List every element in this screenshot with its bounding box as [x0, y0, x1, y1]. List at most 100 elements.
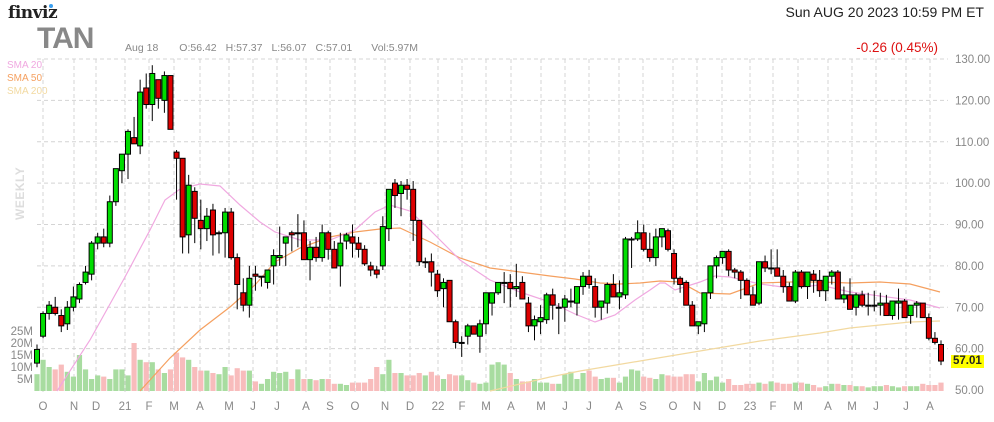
volume-bar	[792, 382, 798, 391]
volume-bar	[410, 375, 416, 391]
volume-bar	[307, 379, 313, 391]
candle-body	[919, 302, 926, 319]
volume-bar	[64, 371, 70, 391]
volume-bar	[823, 386, 829, 391]
volume-bar	[368, 379, 374, 391]
candle-body	[725, 250, 732, 271]
candle-body	[276, 255, 283, 259]
candle-body	[555, 306, 562, 309]
volume-bar	[653, 379, 659, 391]
volume-bar	[744, 383, 750, 391]
finviz-logo[interactable]: finviz	[8, 3, 58, 23]
x-tick-label: J	[586, 401, 592, 413]
candle-body	[234, 257, 241, 285]
candle-body	[598, 300, 605, 308]
x-tick-label: D	[92, 401, 100, 413]
candle-body	[209, 209, 216, 236]
candle-body	[428, 261, 435, 273]
candle-body	[349, 236, 356, 244]
ohlc-info: Aug 18 O:56.42 H:57.37 L:56.07 C:57.01 Vol:5.…	[125, 42, 427, 54]
volume-bar	[483, 382, 489, 391]
volume-bar	[180, 357, 186, 391]
volume-bar	[167, 369, 174, 391]
volume-bar	[586, 370, 592, 391]
y-tick-label: 120.00	[955, 95, 990, 107]
volume-bar	[258, 383, 265, 391]
volume-bar	[271, 371, 277, 391]
volume-bar	[240, 370, 246, 391]
candle-body	[737, 271, 744, 281]
volume-bar	[161, 373, 168, 391]
candle-body	[112, 168, 119, 203]
volume-bar	[750, 383, 756, 391]
volume-bar	[149, 362, 155, 391]
volume-bar	[908, 386, 914, 391]
candle-body	[501, 281, 508, 284]
volume-bar	[938, 382, 944, 391]
last-price-tag: 57.01	[951, 355, 984, 368]
volume-bar	[89, 379, 95, 391]
volume-bar	[137, 359, 143, 391]
y-tick-label: 110.00	[955, 137, 989, 149]
candle-body	[683, 281, 690, 306]
volume-bar	[622, 376, 629, 391]
y-tick-label: 100.00	[955, 178, 990, 190]
candle-body	[434, 273, 441, 292]
volume-bar	[719, 382, 726, 391]
x-tick-label: S	[639, 401, 647, 413]
candle-body	[52, 306, 59, 314]
volume-bar	[604, 377, 610, 391]
candle-body	[361, 248, 368, 265]
volume-bar	[192, 367, 198, 391]
volume-bar	[459, 375, 465, 391]
candle-body	[197, 219, 204, 230]
candle-body	[270, 255, 277, 267]
volume-bar	[519, 381, 525, 391]
datetime: Sun AUG 20 2023 10:59 PM ET	[785, 4, 984, 20]
candle-body	[410, 188, 417, 221]
volume-bar	[198, 370, 204, 391]
volume-bar	[550, 383, 556, 391]
volume-bar	[859, 386, 865, 391]
candle-body	[240, 292, 247, 306]
x-tick-label: A	[196, 401, 204, 413]
candle-body	[537, 317, 544, 323]
volume-bar	[635, 370, 641, 391]
volume-bar	[155, 369, 161, 391]
candle-body	[938, 343, 944, 362]
volume-bar	[489, 364, 495, 391]
candle-body	[616, 292, 623, 298]
high-value: H:57.37	[225, 42, 263, 54]
volume-bar	[877, 386, 883, 391]
volume-bar	[319, 379, 325, 391]
candle-body	[586, 275, 593, 285]
candle-body	[810, 273, 817, 281]
x-tick-label: O	[351, 401, 360, 413]
legend-sma50: SMA 50	[7, 73, 43, 84]
y-tick-label: 60.00	[955, 344, 984, 356]
x-tick-label: M	[536, 401, 546, 413]
volume-bar	[186, 359, 192, 391]
candle-body	[58, 315, 65, 327]
volume-bar	[289, 379, 295, 391]
candle-body	[440, 281, 447, 290]
candle-body	[106, 201, 113, 244]
candle-body	[46, 304, 53, 314]
candle-body	[859, 294, 866, 306]
candle-body	[131, 137, 138, 145]
volume-bar	[343, 385, 350, 391]
volume-bar	[562, 374, 568, 391]
volume-bar	[355, 382, 362, 391]
y-tick-label: 70.00	[955, 302, 984, 314]
candle-body	[422, 261, 429, 264]
volume-bar	[398, 373, 404, 391]
candle-body	[173, 151, 180, 159]
volume-bar	[616, 382, 623, 391]
candle-body	[865, 304, 872, 307]
candle-body	[913, 302, 920, 306]
x-tick-label: J	[562, 401, 568, 413]
volume-bar	[726, 379, 732, 391]
candle-body	[883, 302, 890, 317]
candle-body	[458, 341, 465, 344]
